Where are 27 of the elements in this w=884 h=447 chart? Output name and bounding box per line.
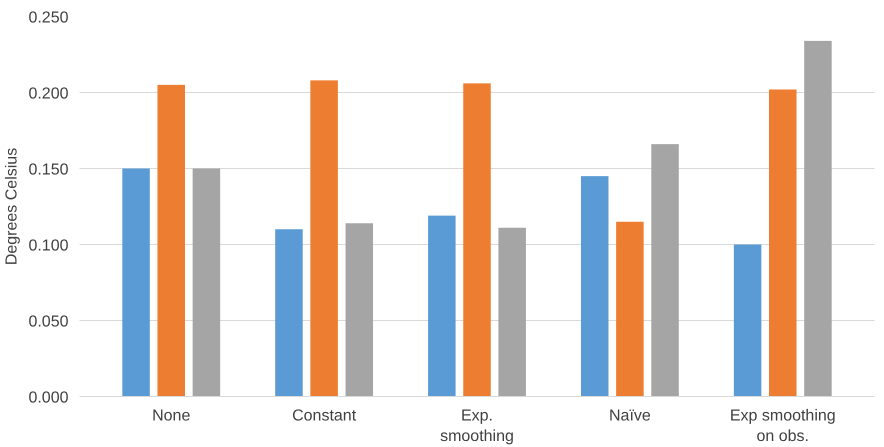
y-tick-label: 0.150 [28, 162, 69, 178]
y-tick-label: 0.200 [28, 86, 69, 102]
bar [346, 223, 374, 396]
x-tick-label: Naïve [608, 408, 651, 424]
bar [498, 228, 526, 396]
x-tick-label: Constant [292, 408, 357, 424]
bar [192, 168, 220, 396]
bar [275, 229, 303, 396]
y-tick-label: 0.050 [28, 314, 69, 330]
x-tick-label: Exp smoothing on obs. [730, 408, 836, 445]
bar [463, 83, 491, 396]
bar [734, 244, 762, 396]
bar [651, 144, 679, 396]
bar [122, 168, 150, 396]
bar [769, 89, 797, 396]
bar [580, 176, 608, 396]
bar [616, 222, 644, 396]
y-axis-title: Degrees Celsius [3, 148, 20, 266]
x-tick-label: Exp. smoothing [440, 408, 514, 445]
bar [428, 216, 456, 396]
y-tick-label: 0.250 [28, 10, 69, 26]
bar [804, 40, 832, 396]
y-tick-label: 0.000 [28, 390, 69, 406]
bar [157, 84, 185, 396]
y-tick-label: 0.100 [28, 238, 69, 254]
x-tick-label: None [152, 408, 190, 424]
bar [310, 80, 338, 396]
